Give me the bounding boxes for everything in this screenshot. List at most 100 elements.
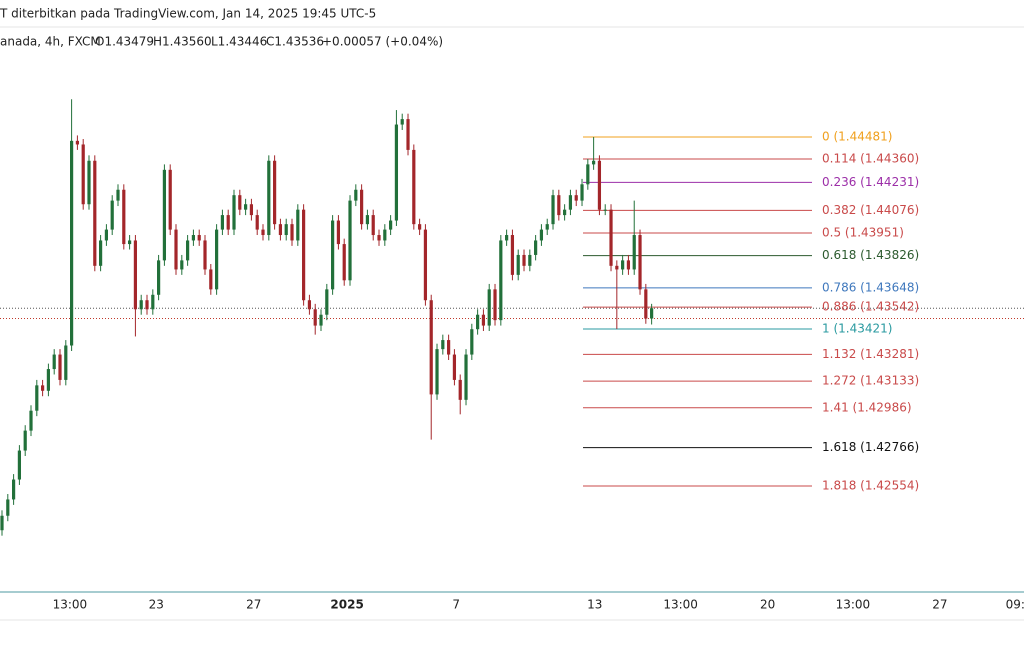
x-tick-label: 13 bbox=[587, 598, 602, 612]
x-tick-label: 09: bbox=[1006, 598, 1024, 612]
candle-body bbox=[139, 300, 143, 310]
fib-level-label: 0.886 (1.43542) bbox=[822, 300, 919, 314]
candle-body bbox=[174, 229, 178, 270]
candle-body bbox=[435, 349, 439, 395]
legend-close: C1.43536 bbox=[266, 35, 324, 49]
candle-body bbox=[273, 160, 277, 225]
fib-level-label: 1.818 (1.42554) bbox=[822, 479, 919, 493]
candle-body bbox=[128, 240, 132, 245]
candle-body bbox=[290, 224, 294, 241]
candle-body bbox=[238, 195, 242, 210]
candle-body bbox=[41, 385, 45, 391]
candle-body bbox=[603, 209, 607, 211]
legend-open: O1.43479 bbox=[95, 35, 154, 49]
candle-body bbox=[255, 215, 259, 230]
fib-level-label: 1.132 (1.43281) bbox=[822, 347, 919, 361]
candle-body bbox=[586, 164, 590, 185]
fib-level-label: 0.382 (1.44076) bbox=[822, 203, 919, 217]
candle-body bbox=[325, 289, 329, 315]
candle-body bbox=[534, 240, 538, 255]
candle-body bbox=[93, 160, 97, 266]
candle-body bbox=[186, 240, 190, 261]
candle-body bbox=[52, 354, 56, 370]
candle-body bbox=[476, 314, 480, 330]
candle-body bbox=[481, 314, 486, 326]
candle-body bbox=[302, 209, 306, 301]
chart-title: T diterbitkan pada TradingView.com, Jan … bbox=[0, 7, 376, 21]
candle-body bbox=[551, 195, 555, 225]
candle-body bbox=[12, 479, 16, 500]
candle-body bbox=[412, 149, 416, 225]
candle-body bbox=[464, 354, 468, 400]
candle-body bbox=[296, 209, 300, 241]
candle-body bbox=[418, 224, 422, 230]
candle-body bbox=[81, 144, 85, 205]
candle-body bbox=[516, 254, 520, 275]
candle-body bbox=[580, 184, 584, 201]
legend-change: +0.00057 (+0.04%) bbox=[322, 35, 443, 49]
candle-body bbox=[650, 308, 654, 319]
candle-body bbox=[307, 300, 312, 310]
candle-body bbox=[493, 289, 497, 321]
candle-body bbox=[267, 160, 271, 236]
fib-level-label: 1 (1.43421) bbox=[822, 322, 892, 336]
candle-body bbox=[632, 235, 636, 270]
candle-body bbox=[151, 294, 155, 310]
x-tick-label: 13:00 bbox=[663, 598, 698, 612]
candle-body bbox=[354, 189, 358, 201]
candle-body bbox=[389, 220, 393, 230]
candle-body bbox=[423, 229, 428, 301]
fib-level-label: 1.272 (1.43133) bbox=[822, 374, 919, 388]
candle-body bbox=[458, 379, 462, 400]
x-tick-label: 20 bbox=[760, 598, 775, 612]
candle-body bbox=[319, 314, 323, 326]
candle-body bbox=[470, 329, 474, 355]
candle-body bbox=[365, 215, 370, 225]
candle-body bbox=[261, 229, 265, 236]
candle-body bbox=[58, 354, 62, 380]
candle-body bbox=[557, 195, 561, 216]
legend-high: H1.43560 bbox=[153, 35, 212, 49]
candle-body bbox=[406, 119, 410, 150]
x-tick-label: 13:00 bbox=[53, 598, 88, 612]
candle-body bbox=[209, 269, 213, 290]
candle-body bbox=[197, 235, 201, 241]
candle-body bbox=[371, 215, 375, 236]
fib-level-label: 0.786 (1.43648) bbox=[822, 280, 919, 294]
candle-body bbox=[191, 235, 196, 241]
x-tick-label: 13:00 bbox=[836, 598, 871, 612]
candle-body bbox=[17, 450, 22, 480]
candle-body bbox=[313, 309, 317, 326]
x-tick-label: 23 bbox=[149, 598, 164, 612]
candle-body bbox=[510, 235, 515, 275]
candle-body bbox=[626, 260, 631, 270]
candle-body bbox=[122, 189, 126, 245]
candle-body bbox=[621, 260, 625, 270]
candle-body bbox=[638, 235, 642, 290]
candle-body bbox=[0, 515, 4, 531]
candle-body bbox=[232, 195, 236, 230]
candle-body bbox=[615, 265, 619, 270]
candle-body bbox=[99, 240, 103, 266]
candle-body bbox=[203, 240, 207, 270]
legend-low: L1.43446 bbox=[211, 35, 267, 49]
candle-body bbox=[162, 169, 167, 261]
candle-body bbox=[499, 240, 503, 321]
candle-body bbox=[220, 215, 225, 230]
x-tick-label: 7 bbox=[452, 598, 460, 612]
x-tick-label: 27 bbox=[932, 598, 947, 612]
candle-body bbox=[110, 200, 114, 230]
candle-body bbox=[75, 140, 80, 145]
candle-body bbox=[133, 240, 138, 310]
candle-body bbox=[563, 209, 567, 216]
candle-body bbox=[284, 224, 288, 236]
candle-body bbox=[522, 254, 526, 266]
candle-body bbox=[226, 215, 230, 230]
candle-body bbox=[441, 340, 445, 350]
candle-body bbox=[215, 229, 219, 290]
candle-body bbox=[29, 410, 33, 431]
candle-body bbox=[35, 385, 39, 411]
candle-body bbox=[592, 160, 596, 165]
candle-body bbox=[6, 499, 10, 516]
